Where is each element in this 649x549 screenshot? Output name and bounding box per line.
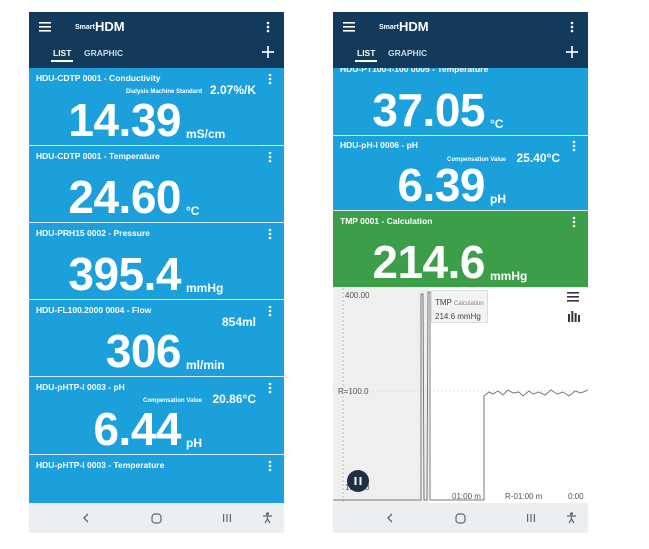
sensor-card[interactable]: HDU-CDTP 0001 - Conductivity Dialysis Mac… (29, 68, 284, 146)
time-label: 0:00 (568, 492, 584, 501)
reading-unit: pH (186, 436, 202, 450)
card-menu[interactable] (571, 216, 577, 228)
reading-unit: mmHg (490, 269, 528, 283)
reading-value: 214.6 (372, 236, 485, 288)
tab-list[interactable]: LIST (355, 48, 378, 62)
app-header: Smart HDM LIST GRAPHIC (333, 12, 588, 68)
tab-graphic[interactable]: GRAPHIC (388, 48, 428, 58)
graph-canvas (333, 288, 588, 503)
card-title: HDU-PRH15 0002 - Pressure (36, 228, 150, 238)
accessibility-button[interactable] (566, 512, 577, 524)
note-value: 25.40°C (516, 151, 561, 165)
reference-label: R=100.0 (338, 387, 369, 396)
tooltip-subtitle: Calculation (453, 301, 484, 307)
tab-list[interactable]: LIST (51, 48, 74, 62)
pause-button[interactable] (347, 470, 369, 492)
brand-prefix: Smart (75, 24, 95, 31)
recents-button[interactable] (222, 513, 232, 523)
menu-button[interactable] (39, 22, 51, 32)
brand-prefix: Smart (379, 24, 399, 31)
tab-graphic[interactable]: GRAPHIC (84, 48, 124, 58)
tooltip-value: 214.6 mmHg (435, 312, 481, 321)
note-value: 854ml (221, 315, 256, 329)
sensor-card[interactable]: HDU-CDTP 0001 - Temperature 24.60 °C (29, 146, 284, 223)
brand-name: HDM (399, 19, 429, 34)
sensor-card[interactable]: HDU-pHTP-I 0003 - pH Compensation Value 20… (29, 377, 284, 455)
time-label: 01:00 m (452, 492, 481, 501)
time-label: R-01:00 m (505, 492, 543, 501)
note-value: 20.86°C (212, 392, 257, 406)
note-value: 2.07%/K (209, 83, 256, 97)
reading-value: 6.39 (397, 159, 485, 211)
home-button[interactable] (151, 513, 162, 524)
reading-value: 395.4 (68, 248, 181, 300)
home-button[interactable] (455, 513, 466, 524)
card-title: HDU-PT100-I-100 0005 - Temperature (340, 68, 489, 74)
card-menu[interactable] (267, 382, 273, 394)
tooltip: TMP Calculation 214.6 mmHg (431, 290, 488, 323)
reading-unit: °C (186, 204, 200, 218)
sensor-card[interactable]: HDU-PRH15 0002 - Pressure 395.4 mmHg (29, 223, 284, 300)
reading-value: 14.39 (68, 94, 181, 146)
navigation-bar (333, 503, 588, 533)
reading-unit: mmHg (186, 281, 224, 295)
app-header: Smart HDM LIST GRAPHIC (29, 12, 284, 68)
overflow-menu[interactable] (265, 21, 271, 33)
reading-value: 37.05 (372, 84, 485, 136)
card-menu[interactable] (267, 460, 273, 472)
card-title: HDU-pHTP-I 0003 - pH (36, 382, 125, 392)
sensor-card[interactable]: HDU-pH-I 0006 - pH Compensation Value 25.4… (333, 136, 588, 211)
note-label: Dialysis Machine Standard (125, 89, 202, 95)
reading-unit: pH (490, 192, 506, 206)
reading-value: 6.44 (93, 403, 181, 455)
card-title: HDU-FL100.2000 0004 - Flow (36, 305, 152, 315)
card-title: TMP 0001 - Calculation (340, 216, 433, 226)
card-menu[interactable] (267, 73, 273, 85)
note-label: Compensation Value (446, 157, 506, 163)
chart-menu[interactable] (567, 292, 579, 302)
reading-value: 306 (105, 325, 182, 377)
bar-view-button[interactable] (568, 310, 580, 322)
sensor-card[interactable]: TMP 0001 - Calculation 214.6 mmHg (333, 211, 588, 288)
back-button[interactable] (82, 513, 90, 523)
reading-unit: mS/cm (186, 127, 226, 141)
navigation-bar (29, 503, 284, 533)
reading-value: 24.60 (68, 171, 181, 223)
card-title: HDU-pH-I 0006 - pH (340, 140, 418, 150)
overflow-menu[interactable] (569, 21, 575, 33)
reading-unit: °C (490, 117, 504, 131)
menu-button[interactable] (343, 22, 355, 32)
y-max-label: 400.00 (345, 291, 370, 300)
accessibility-button[interactable] (262, 512, 273, 524)
sensor-card[interactable]: HDU-FL100.2000 0004 - Flow 854ml 306 ml/min (29, 300, 284, 377)
phone-screen: Smart HDM LIST GRAPHIC HDU-CDTP 0001 - Condu… (29, 12, 284, 533)
note-label: Compensation Value (142, 398, 202, 404)
card-menu[interactable] (267, 228, 273, 240)
sensor-card[interactable]: HDU-PT100-I-100 0005 - Temperature 37.05 °… (333, 68, 588, 136)
reading-unit: ml/min (186, 358, 225, 372)
tooltip-title: TMP (435, 298, 452, 307)
card-title: HDU-CDTP 0001 - Temperature (36, 151, 160, 161)
card-menu[interactable] (267, 305, 273, 317)
card-title: HDU-pHTP-I 0003 - Temperature (36, 460, 165, 470)
recents-button[interactable] (526, 513, 536, 523)
back-button[interactable] (386, 513, 394, 523)
phone-screen: Smart HDM LIST GRAPHIC HDU-PT100-I-100 0005 … (333, 12, 588, 533)
brand-name: HDM (95, 19, 125, 34)
card-title: HDU-CDTP 0001 - Conductivity (36, 73, 161, 83)
card-menu[interactable] (267, 151, 273, 163)
add-button[interactable] (262, 46, 274, 58)
add-button[interactable] (566, 46, 578, 58)
card-menu[interactable] (571, 140, 577, 152)
